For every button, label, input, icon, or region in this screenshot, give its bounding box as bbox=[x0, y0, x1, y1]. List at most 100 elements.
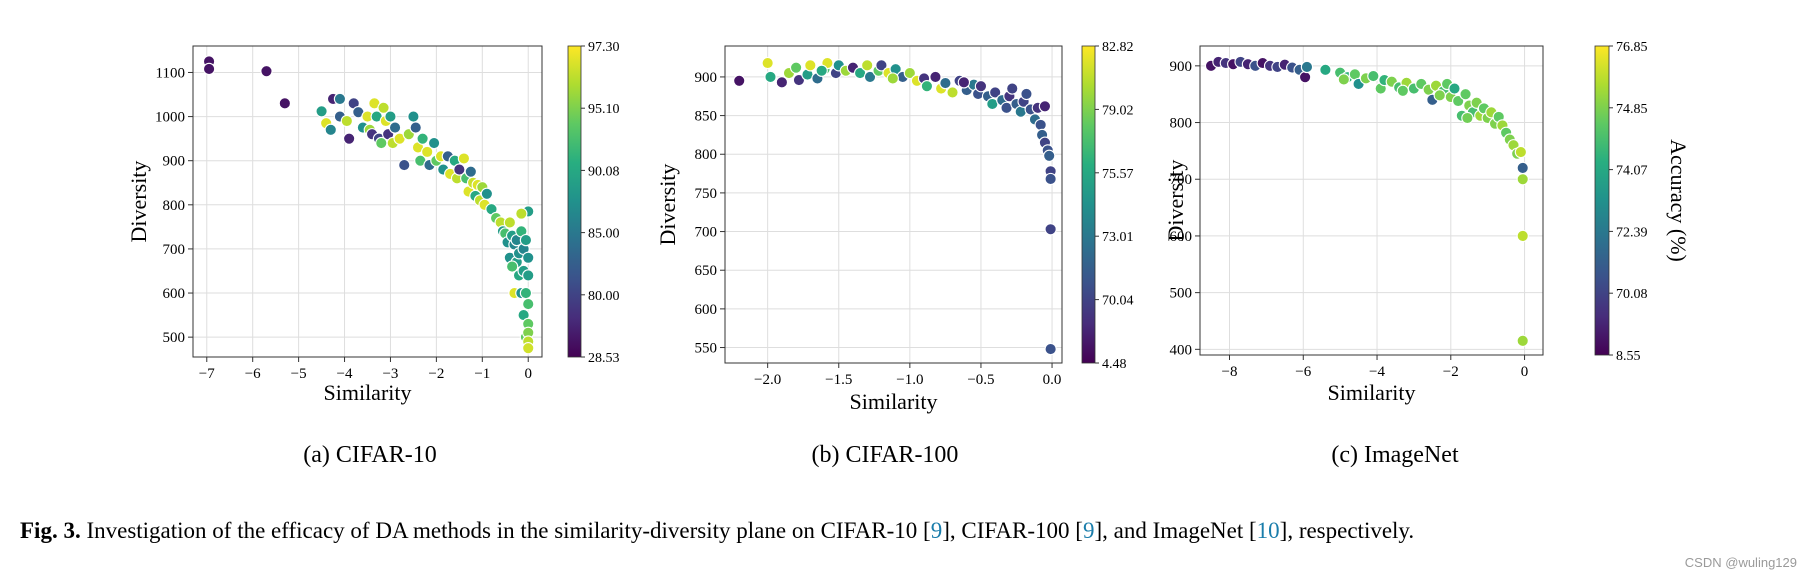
scatter-point bbox=[804, 59, 817, 72]
colorbar-tick-label: 80.00 bbox=[588, 289, 620, 304]
scatter-point bbox=[522, 251, 535, 264]
colorbar-label: Accuracy (%) bbox=[1666, 139, 1691, 262]
colorbar-tick-label: 79.02 bbox=[1102, 103, 1134, 118]
scatter-point bbox=[1337, 73, 1350, 86]
citation-link-3[interactable]: 10 bbox=[1256, 518, 1280, 543]
y-tick-label: 500 bbox=[1170, 286, 1193, 302]
caption-text-3: ], and ImageNet [ bbox=[1094, 518, 1257, 543]
scatter-point bbox=[863, 70, 877, 84]
scatter-point bbox=[920, 80, 934, 93]
x-tick-label: −6 bbox=[1295, 364, 1311, 380]
scatter-point bbox=[1514, 145, 1528, 159]
scatter-point bbox=[522, 269, 535, 282]
scatter-point bbox=[1433, 89, 1446, 102]
scatter-point bbox=[342, 132, 356, 145]
y-tick-label: 700 bbox=[163, 242, 186, 258]
y-tick-label: 400 bbox=[1170, 342, 1193, 358]
y-tick-label: 600 bbox=[163, 286, 186, 302]
scatter-point bbox=[464, 165, 477, 178]
y-tick-label: 700 bbox=[1170, 172, 1193, 188]
scatter-point bbox=[407, 110, 420, 123]
x-tick-label: −7 bbox=[199, 366, 215, 382]
scatter-point bbox=[733, 74, 746, 87]
scatter-point bbox=[886, 72, 899, 85]
scatter-point bbox=[522, 342, 535, 355]
x-tick-label: −4 bbox=[337, 366, 353, 382]
x-tick-label: −2.0 bbox=[754, 372, 781, 388]
scatter-point bbox=[761, 56, 774, 70]
citation-link-1[interactable]: 9 bbox=[930, 518, 943, 543]
y-axis-label: Diversity bbox=[1163, 160, 1188, 242]
y-tick-label: 500 bbox=[163, 330, 186, 346]
y-tick-label: 900 bbox=[163, 154, 186, 170]
colorbar-tick-label: 76.85 bbox=[1616, 40, 1648, 55]
y-tick-label: 800 bbox=[695, 147, 718, 163]
colorbar-tick-label: 74.07 bbox=[1616, 164, 1648, 179]
y-tick-label: 650 bbox=[695, 263, 718, 279]
scatter-point bbox=[1044, 223, 1057, 236]
y-tick-label: 800 bbox=[163, 198, 186, 214]
citation-link-2[interactable]: 9 bbox=[1082, 518, 1095, 543]
scatter-point bbox=[1300, 60, 1314, 74]
caption-text-1: Investigation of the efficacy of DA meth… bbox=[80, 518, 931, 543]
scatter-point bbox=[1044, 342, 1057, 356]
watermark: CSDN @wuling129 bbox=[1684, 555, 1797, 570]
y-tick-label: 900 bbox=[1170, 59, 1193, 75]
scatter-point bbox=[1448, 82, 1461, 95]
scatter-point bbox=[861, 59, 874, 72]
scatter-point bbox=[1367, 69, 1380, 83]
colorbar-tick-label: 75.57 bbox=[1102, 167, 1134, 182]
plot-frame bbox=[192, 45, 543, 358]
y-tick-label: 750 bbox=[695, 186, 718, 202]
x-tick-label: −3 bbox=[382, 366, 398, 382]
y-tick-label: 900 bbox=[695, 70, 718, 86]
scatter-point bbox=[315, 105, 328, 118]
x-tick-label: −2 bbox=[428, 366, 444, 382]
scatter-point bbox=[1459, 88, 1472, 101]
scatter-point bbox=[1014, 105, 1027, 118]
scatter-point bbox=[340, 114, 353, 128]
scatter-panel-cifar10: −7 −6 −5 −4 −3 −2 −1 0 500 600 700 800 900 1000 1100 Si… bbox=[126, 40, 620, 405]
scatter-point bbox=[388, 121, 402, 134]
colorbar-tick-label: 82.82 bbox=[1102, 40, 1134, 55]
scatter-point bbox=[427, 136, 441, 150]
scatter-point bbox=[974, 80, 988, 93]
scatter-point bbox=[989, 86, 1002, 99]
colorbar-tick-label: 4.48 bbox=[1102, 357, 1127, 372]
colorbar-tick-label: 85.00 bbox=[588, 227, 620, 242]
scatter-panel-imagenet: −8 −6 −4 −2 0 400 500 600 700 800 900 Similarity Div… bbox=[1163, 40, 1691, 405]
scatter-panel-cifar100: −2.0 −1.5 −1.0 −0.5 0.0 550 600 650 700 750 800 850… bbox=[655, 40, 1134, 414]
colorbar-tick-label: 72.39 bbox=[1616, 225, 1648, 240]
scatter-point bbox=[1516, 229, 1529, 243]
scatter-point bbox=[506, 260, 519, 273]
scatter-point bbox=[457, 152, 471, 165]
scatter-point bbox=[946, 86, 959, 99]
colorbar-tick-label: 90.08 bbox=[588, 164, 620, 179]
y-tick-label: 700 bbox=[695, 225, 718, 241]
scatter-point bbox=[515, 207, 528, 220]
colorbar-tick-label: 70.08 bbox=[1616, 287, 1648, 302]
y-axis-label: Diversity bbox=[126, 161, 151, 243]
colorbar-tick-label: 97.30 bbox=[588, 40, 620, 55]
x-tick-label: 0 bbox=[524, 366, 532, 382]
scatter-point bbox=[1516, 334, 1529, 347]
x-tick-label: −6 bbox=[245, 366, 261, 382]
x-axis-label: Similarity bbox=[850, 389, 938, 414]
scatter-point bbox=[503, 216, 517, 229]
y-tick-label: 850 bbox=[695, 109, 718, 125]
scatter-point bbox=[929, 70, 942, 84]
x-tick-label: −1.0 bbox=[896, 372, 923, 388]
x-tick-label: −5 bbox=[291, 366, 307, 382]
scatter-point bbox=[1461, 111, 1474, 125]
scatter-point bbox=[939, 76, 952, 90]
scatter-point bbox=[815, 64, 828, 77]
scatter-point bbox=[377, 101, 390, 114]
x-tick-label: −1 bbox=[474, 366, 490, 382]
colorbar-tick-label: 28.53 bbox=[588, 351, 620, 366]
scatter-point bbox=[398, 158, 411, 172]
y-axis-label: Diversity bbox=[655, 164, 680, 246]
colorbar bbox=[567, 45, 582, 358]
scatter-point bbox=[384, 110, 397, 123]
scatter-point bbox=[792, 73, 806, 87]
scatter-point bbox=[1298, 71, 1312, 84]
